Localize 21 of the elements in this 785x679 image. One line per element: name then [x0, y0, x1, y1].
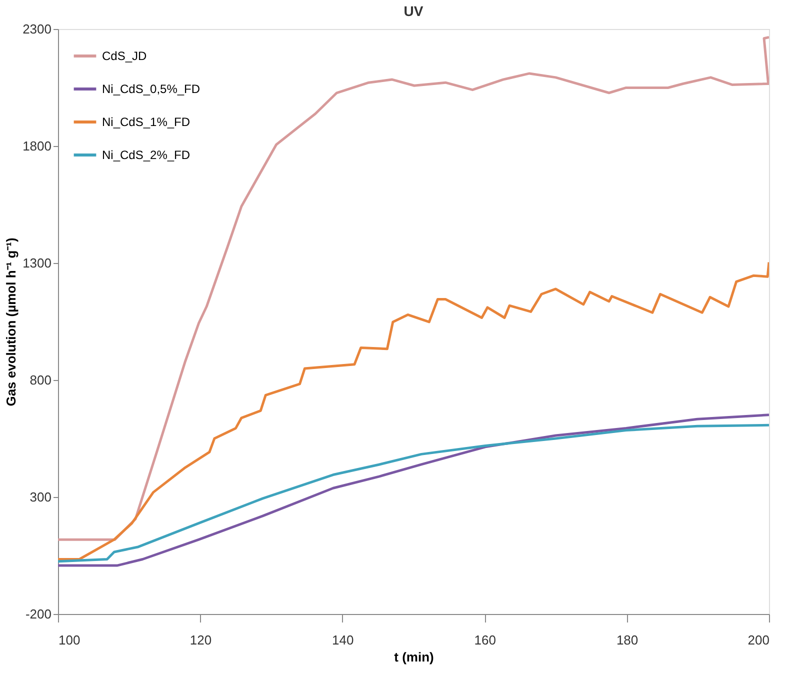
line-series	[58, 36, 769, 541]
legend-label: CdS_JD	[102, 49, 148, 63]
y-tick-label: 1800	[22, 138, 52, 154]
line-series	[58, 261, 769, 560]
x-tick-label: 140	[332, 632, 354, 648]
x-tick-label: 160	[474, 632, 496, 648]
x-axis-title: t (min)	[394, 650, 434, 664]
y-tick-label: 1300	[22, 256, 52, 270]
chart-title: UV	[404, 3, 424, 19]
legend-label: Ni_CdS_1%_FD	[102, 115, 190, 129]
legend-label: Ni_CdS_0,5%_FD	[102, 82, 200, 96]
legend-label: Ni_CdS_2%_FD	[102, 148, 190, 162]
y-tick-label: 800	[30, 372, 52, 388]
x-tick-label: 120	[190, 632, 212, 648]
y-tick-label: -200	[25, 606, 52, 622]
y-tick-label: 2300	[22, 22, 52, 36]
x-tick-label: 100	[58, 632, 80, 648]
x-tick-label: 180	[616, 632, 638, 648]
y-axis-title: Gas evolution (µmol h⁻¹ g⁻¹)	[4, 238, 19, 406]
y-tick-label: 300	[30, 490, 52, 504]
x-tick-label: 200	[748, 632, 770, 648]
